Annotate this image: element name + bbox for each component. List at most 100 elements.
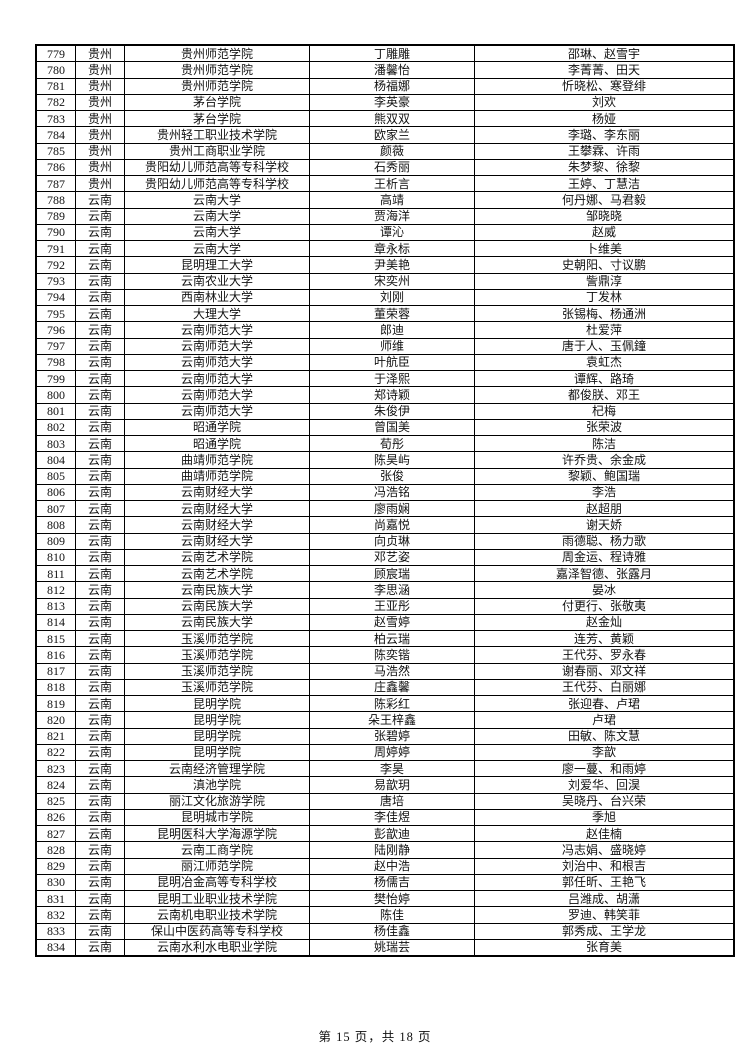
province-cell: 贵州 — [75, 158, 125, 177]
school-cell: 云南师范大学 — [124, 369, 310, 388]
school-cell: 玉溪师范学院 — [124, 678, 310, 697]
advisors-cell: 杜爱萍 — [474, 321, 735, 339]
table-row: 809 云南 云南财经大学 向贞琳 雨德聪、杨力歌 — [35, 532, 735, 550]
table-row: 779 贵州 贵州师范学院 丁雕雕 邵琳、赵雪宇 — [35, 44, 735, 63]
student-name-cell: 朵王梓鑫 — [309, 711, 475, 729]
table-row: 820 云南 昆明学院 朵王梓鑫 卢珺 — [35, 711, 735, 729]
table-row: 802 云南 昭通学院 曾国美 张荣波 — [35, 418, 735, 437]
student-name-cell: 廖雨娴 — [309, 499, 475, 518]
province-cell: 云南 — [75, 694, 125, 713]
school-cell: 云南财经大学 — [124, 516, 310, 534]
table-row: 792 云南 昆明理工大学 尹美艳 史朝阳、寸议鹏 — [35, 256, 735, 274]
school-cell: 昆明学院 — [124, 727, 310, 745]
province-cell: 云南 — [75, 792, 125, 810]
school-cell: 贵州工商职业学院 — [124, 142, 310, 160]
student-name-cell: 彭歆迪 — [309, 824, 475, 843]
province-cell: 云南 — [75, 483, 125, 502]
student-name-cell: 荀彤 — [309, 434, 475, 453]
row-number-cell: 834 — [35, 938, 76, 957]
advisors-cell: 许乔贵、余金成 — [474, 451, 735, 469]
school-cell: 贵阳幼儿师范高等专科学校 — [124, 174, 310, 193]
row-number-cell: 818 — [35, 678, 76, 697]
advisors-cell: 付更行、张敬夷 — [474, 597, 735, 615]
student-name-cell: 宋奕州 — [309, 272, 475, 290]
row-number-cell: 791 — [35, 239, 76, 258]
province-cell: 云南 — [75, 223, 125, 242]
row-number-cell: 811 — [35, 564, 76, 583]
table-row: 783 贵州 茅台学院 熊双双 杨娅 — [35, 109, 735, 128]
table-row: 806 云南 云南财经大学 冯浩铭 李浩 — [35, 483, 735, 502]
table-row: 784 贵州 贵州轻工职业技术学院 欧家兰 李璐、李东丽 — [35, 126, 735, 144]
table-row: 786 贵州 贵阳幼儿师范高等专科学校 石秀丽 朱梦黎、徐黎 — [35, 158, 735, 177]
row-number-cell: 826 — [35, 808, 76, 827]
advisors-cell: 赵威 — [474, 223, 735, 242]
advisors-cell: 王代芬、罗永春 — [474, 646, 735, 664]
student-name-cell: 唐培 — [309, 792, 475, 810]
table-row: 782 贵州 茅台学院 李英豪 刘欢 — [35, 93, 735, 112]
school-cell: 云南大学 — [124, 207, 310, 225]
student-name-cell: 刘刚 — [309, 288, 475, 307]
advisors-cell: 郭秀成、王学龙 — [474, 922, 735, 940]
award-list-table: 779 贵州 贵州师范学院 丁雕雕 邵琳、赵雪宇 780 贵州 贵州师范学院 潘馨怡 李菁菁、田天… — [35, 44, 735, 957]
table-row: 794 云南 西南林业大学 刘刚 丁发林 — [35, 288, 735, 307]
row-number-cell: 808 — [35, 516, 76, 534]
school-cell: 云南师范大学 — [124, 353, 310, 372]
province-cell: 云南 — [75, 646, 125, 664]
row-number-cell: 822 — [35, 743, 76, 762]
advisors-cell: 丁发林 — [474, 288, 735, 307]
province-cell: 云南 — [75, 207, 125, 225]
table-row: 788 云南 云南大学 高靖 何丹娜、马君毅 — [35, 191, 735, 209]
row-number-cell: 790 — [35, 223, 76, 242]
table-row: 797 云南 云南师范大学 师维 唐于人、玉佩鐘 — [35, 337, 735, 355]
school-cell: 贵州轻工职业技术学院 — [124, 126, 310, 144]
student-name-cell: 向贞琳 — [309, 532, 475, 550]
row-number-cell: 794 — [35, 288, 76, 307]
province-cell: 云南 — [75, 759, 125, 778]
row-number-cell: 803 — [35, 434, 76, 453]
student-name-cell: 石秀丽 — [309, 158, 475, 177]
school-cell: 丽江师范学院 — [124, 857, 310, 875]
province-cell: 云南 — [75, 256, 125, 274]
student-name-cell: 樊怡婷 — [309, 889, 475, 908]
table-row: 813 云南 云南民族大学 王亚彤 付更行、张敬夷 — [35, 597, 735, 615]
province-cell: 云南 — [75, 239, 125, 258]
row-number-cell: 823 — [35, 759, 76, 778]
row-number-cell: 787 — [35, 174, 76, 193]
advisors-cell: 朱梦黎、徐黎 — [474, 158, 735, 177]
student-name-cell: 杨佳鑫 — [309, 922, 475, 940]
row-number-cell: 824 — [35, 776, 76, 794]
table-row: 825 云南 丽江文化旅游学院 唐培 吴晓丹、台兴荣 — [35, 792, 735, 810]
student-name-cell: 陆刚静 — [309, 841, 475, 859]
province-cell: 云南 — [75, 808, 125, 827]
school-cell: 昆明学院 — [124, 743, 310, 762]
school-cell: 曲靖师范学院 — [124, 451, 310, 469]
table-row: 803 云南 昭通学院 荀彤 陈洁 — [35, 434, 735, 453]
row-number-cell: 802 — [35, 418, 76, 437]
province-cell: 贵州 — [75, 77, 125, 95]
row-number-cell: 792 — [35, 256, 76, 274]
row-number-cell: 825 — [35, 792, 76, 810]
table-row: 827 云南 昆明医科大学海源学院 彭歆迪 赵佳楠 — [35, 824, 735, 843]
school-cell: 云南艺术学院 — [124, 548, 310, 567]
advisors-cell: 王婷、丁慧洁 — [474, 174, 735, 193]
student-name-cell: 李佳煜 — [309, 808, 475, 827]
province-cell: 云南 — [75, 727, 125, 745]
table-row: 790 云南 云南大学 谭沁 赵威 — [35, 223, 735, 242]
school-cell: 昆明学院 — [124, 711, 310, 729]
advisors-cell: 连芳、黄颖 — [474, 629, 735, 648]
school-cell: 云南机电职业技术学院 — [124, 906, 310, 924]
province-cell: 贵州 — [75, 109, 125, 128]
province-cell: 云南 — [75, 678, 125, 697]
school-cell: 云南经济管理学院 — [124, 759, 310, 778]
row-number-cell: 815 — [35, 629, 76, 648]
province-cell: 云南 — [75, 304, 125, 323]
school-cell: 昆明理工大学 — [124, 256, 310, 274]
student-name-cell: 顾宸瑞 — [309, 564, 475, 583]
school-cell: 玉溪师范学院 — [124, 629, 310, 648]
row-number-cell: 813 — [35, 597, 76, 615]
table-row: 796 云南 云南师范大学 郎迪 杜爱萍 — [35, 321, 735, 339]
advisors-cell: 郭任昕、王艳飞 — [474, 873, 735, 892]
student-name-cell: 陈佳 — [309, 906, 475, 924]
province-cell: 云南 — [75, 353, 125, 372]
